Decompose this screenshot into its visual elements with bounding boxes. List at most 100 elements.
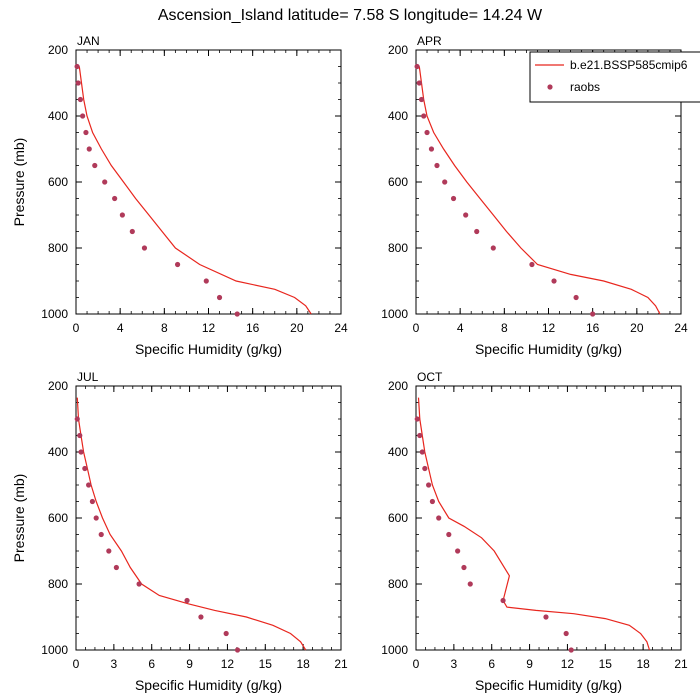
y-tick-label: 200 xyxy=(48,43,68,57)
raobs-point xyxy=(129,228,135,235)
x-axis-label: Specific Humidity (g/kg) xyxy=(475,677,622,693)
raobs-point xyxy=(450,195,457,202)
x-tick-label: 4 xyxy=(457,321,464,335)
model-profile-line xyxy=(417,397,651,651)
raobs-point xyxy=(418,96,425,103)
raobs-point xyxy=(136,581,142,587)
x-tick-label: 21 xyxy=(334,657,348,671)
panel-title: OCT xyxy=(417,370,443,384)
raobs-point xyxy=(106,548,112,554)
raobs-point xyxy=(429,498,436,505)
y-tick-label: 400 xyxy=(388,445,408,459)
y-tick-label: 400 xyxy=(48,445,68,459)
x-tick-label: 0 xyxy=(73,657,80,671)
x-tick-label: 15 xyxy=(259,657,273,671)
raobs-point xyxy=(442,179,448,185)
x-tick-label: 16 xyxy=(586,321,600,335)
raobs-point xyxy=(434,162,440,169)
y-tick-label: 400 xyxy=(388,109,408,123)
panel-title: APR xyxy=(417,34,442,48)
raobs-point xyxy=(198,614,204,620)
y-tick-label: 800 xyxy=(388,241,408,255)
y-tick-label: 600 xyxy=(48,175,68,189)
raobs-point xyxy=(428,146,435,152)
x-tick-label: 9 xyxy=(186,657,193,671)
raobs-point xyxy=(82,465,88,472)
raobs-point xyxy=(490,245,496,251)
y-tick-label: 1000 xyxy=(381,643,408,657)
x-tick-label: 3 xyxy=(451,657,458,671)
raobs-point xyxy=(414,63,420,70)
x-tick-label: 8 xyxy=(501,321,508,335)
y-tick-label: 1000 xyxy=(41,643,68,657)
y-tick-label: 600 xyxy=(388,511,408,525)
x-tick-label: 3 xyxy=(111,657,118,671)
x-tick-label: 0 xyxy=(413,321,420,335)
x-tick-label: 4 xyxy=(117,321,124,335)
panel-oct: 0 3 6 9 12 15 18 21 200 400 600 800 1000 OCT Specific … xyxy=(381,370,688,693)
raobs-point xyxy=(529,261,535,268)
raobs-point xyxy=(78,449,84,455)
legend-box xyxy=(529,51,700,103)
x-tick-label: 8 xyxy=(161,321,168,335)
x-axis-label: Specific Humidity (g/kg) xyxy=(135,341,282,357)
x-tick-label: 24 xyxy=(674,321,688,335)
figure-title: Ascension_Island latitude= 7.58 S longit… xyxy=(158,7,543,24)
model-profile-line xyxy=(78,66,312,315)
raobs-point xyxy=(203,278,209,284)
x-tick-label: 0 xyxy=(413,657,420,671)
raobs-point xyxy=(455,548,461,554)
raobs-point xyxy=(74,416,80,422)
x-tick-label: 12 xyxy=(542,321,556,335)
plot-frame xyxy=(75,49,342,315)
legend-label: raobs xyxy=(570,80,600,94)
raobs-point xyxy=(463,212,469,218)
raobs-point xyxy=(184,597,190,604)
raobs-point xyxy=(86,146,92,152)
y-tick-label: 600 xyxy=(48,511,68,525)
x-tick-label: 9 xyxy=(526,657,533,671)
raobs-point xyxy=(543,614,549,620)
y-tick-label: 200 xyxy=(48,379,68,393)
legend: b.e21.BSSP585cmip6 raobs xyxy=(529,51,700,103)
raobs-point xyxy=(424,129,430,136)
y-tick-label: 800 xyxy=(48,577,68,591)
y-tick-label: 1000 xyxy=(381,307,408,321)
legend-label: b.e21.BSSP585cmip6 xyxy=(570,58,688,72)
x-tick-label: 6 xyxy=(488,657,495,671)
y-tick-label: 400 xyxy=(48,109,68,123)
y-axis-label: Pressure (mb) xyxy=(11,474,27,563)
raobs-point xyxy=(112,195,118,202)
x-tick-label: 15 xyxy=(599,657,613,671)
x-tick-label: 24 xyxy=(334,321,348,335)
raobs-point xyxy=(422,465,428,472)
x-tick-label: 18 xyxy=(296,657,310,671)
x-tick-label: 6 xyxy=(148,657,155,671)
x-tick-label: 12 xyxy=(561,657,575,671)
raobs-point xyxy=(461,564,467,571)
raobs-point xyxy=(590,311,596,317)
y-tick-label: 200 xyxy=(388,379,408,393)
raobs-point xyxy=(500,597,506,604)
x-tick-label: 16 xyxy=(246,321,260,335)
raobs-point xyxy=(421,113,427,119)
x-axis-label: Specific Humidity (g/kg) xyxy=(135,677,282,693)
x-tick-label: 20 xyxy=(290,321,304,335)
y-tick-label: 1000 xyxy=(41,307,68,321)
x-tick-label: 21 xyxy=(674,657,688,671)
raobs-point xyxy=(551,278,557,284)
raobs-point xyxy=(436,515,442,521)
raobs-point xyxy=(216,294,223,301)
raobs-point xyxy=(426,482,432,488)
raobs-point xyxy=(92,162,98,169)
raobs-point xyxy=(467,581,473,587)
raobs-point xyxy=(102,179,108,185)
raobs-point xyxy=(174,261,181,268)
raobs-point xyxy=(419,449,425,455)
y-axis-label: Pressure (mb) xyxy=(11,138,27,227)
model-profile-line xyxy=(76,397,307,651)
raobs-point xyxy=(86,482,92,488)
legend-marker-swatch xyxy=(547,84,553,90)
raobs-point xyxy=(80,113,86,119)
